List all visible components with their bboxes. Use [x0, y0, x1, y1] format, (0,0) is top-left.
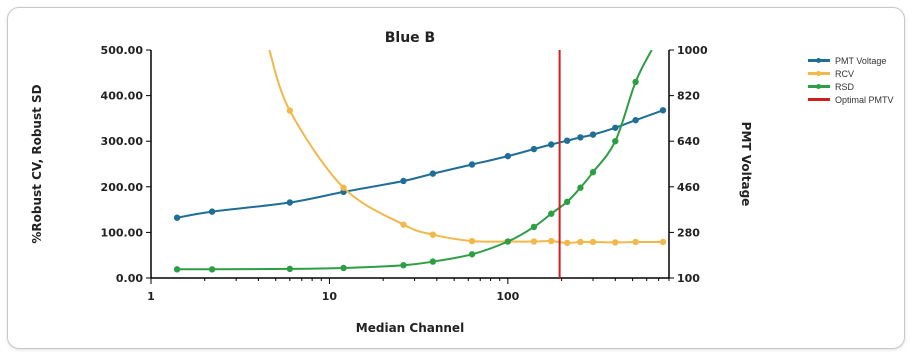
series-rsd-point	[173, 266, 181, 273]
series-rsd-point	[548, 210, 555, 217]
series-pmt-voltage-point	[563, 137, 571, 144]
series-rsd-point	[632, 78, 639, 86]
series-rsd-point	[530, 223, 538, 231]
legend-swatch-optimal-pmtv	[808, 98, 830, 101]
series-rsd-point	[429, 258, 437, 265]
left-y-tick-label: 300.00	[101, 135, 144, 148]
right-y-tick-label: 820	[677, 90, 700, 103]
right-y-tick-label: 460	[677, 181, 700, 194]
series-rcv-point	[632, 238, 639, 246]
series-rcv-point	[468, 237, 476, 245]
series-rsd-point	[286, 265, 294, 273]
legend-swatch-rcv	[808, 71, 830, 76]
legend-swatch-rsd	[808, 84, 830, 89]
series-pmt-voltage-point	[612, 124, 619, 131]
series-rsd-point	[400, 262, 407, 269]
chart-svg: Blue B 0.00 100.00 200.00 300.00 400.00 500.00…	[30, 30, 753, 335]
series-pmt-voltage-point	[504, 152, 512, 160]
left-y-tick-label: 500.00	[101, 44, 144, 57]
series-rsd-point	[468, 251, 476, 258]
right-y-tick-label: 100	[677, 272, 700, 285]
right-y-axis-label: PMT Voltage	[739, 122, 753, 207]
series-pmt-voltage-point	[173, 214, 181, 221]
series-rcv-line	[268, 50, 664, 244]
series-rcv-point	[612, 239, 619, 246]
legend-swatch-pmt-voltage	[808, 58, 830, 63]
left-y-tick-label: 200.00	[101, 181, 144, 194]
series-pmt-voltage-point	[530, 145, 538, 153]
left-y-tick-label: 400.00	[101, 90, 144, 103]
series-pmt-voltage-point	[400, 177, 407, 185]
x-tick-label: 1	[147, 290, 155, 303]
series-pmt-voltage-point	[548, 141, 555, 148]
series-rsd-point	[577, 184, 584, 191]
left-y-tick-label: 100.00	[101, 226, 144, 239]
legend-item-rcv: RCV	[808, 67, 894, 80]
series-rsd-point	[612, 138, 619, 145]
legend-label-rcv: RCV	[835, 68, 855, 79]
series-pmt-voltage-point	[632, 116, 639, 124]
series-rcv-point	[577, 238, 584, 246]
chart-title: Blue B	[385, 30, 435, 46]
left-y-axis-label: %Robust CV, Robust SD	[30, 84, 44, 243]
right-y-tick-label: 1000	[677, 44, 708, 57]
chart-legend: PMT Voltage RCV RSD Optimal PMTV	[808, 54, 894, 106]
series-rsd-line	[177, 50, 653, 271]
series-pmt-voltage-line	[176, 109, 664, 219]
series-rsd-point	[563, 198, 571, 206]
series-pmt-voltage-point	[659, 107, 667, 114]
series-rcv-point	[429, 231, 437, 238]
legend-item-pmt-voltage: PMT Voltage	[808, 54, 894, 67]
series-rcv-point	[548, 237, 555, 245]
legend-label-pmt-voltage: PMT Voltage	[835, 55, 887, 66]
x-tick-label: 10	[322, 290, 338, 303]
series-pmt-voltage-point	[589, 131, 597, 138]
left-y-tick-label: 0.00	[116, 272, 143, 285]
series-pmt-voltage-point	[286, 199, 294, 206]
legend-label-rsd: RSD	[835, 81, 855, 92]
legend-item-rsd: RSD	[808, 80, 894, 93]
series-rsd-point	[208, 266, 216, 273]
chart-panel: Blue B 0.00 100.00 200.00 300.00 400.00 500.00…	[7, 7, 905, 349]
series-rcv-point	[659, 238, 667, 246]
x-tick-label: 100	[496, 290, 519, 303]
right-y-tick-label: 280	[677, 226, 700, 239]
series-pmt-voltage-point	[429, 170, 437, 177]
series-pmt-voltage-point	[577, 134, 584, 141]
series-pmt-voltage-point	[208, 208, 216, 215]
series-rcv-point	[286, 107, 294, 114]
series-rsd-point	[504, 238, 512, 245]
legend-label-optimal-pmtv: Optimal PMTV	[835, 94, 894, 105]
series-rsd-point	[589, 169, 597, 176]
series-rcv-point	[589, 238, 597, 246]
series-rcv-point	[400, 221, 407, 228]
series-rsd-point	[340, 264, 347, 272]
legend-item-optimal-pmtv: Optimal PMTV	[808, 93, 894, 106]
series-rcv-point	[530, 238, 538, 245]
right-y-tick-label: 640	[677, 135, 700, 148]
series-rcv-point	[563, 239, 571, 247]
series-rcv-point	[340, 184, 347, 191]
x-axis-label: Median Channel	[356, 321, 464, 335]
series-pmt-voltage-point	[468, 161, 476, 168]
